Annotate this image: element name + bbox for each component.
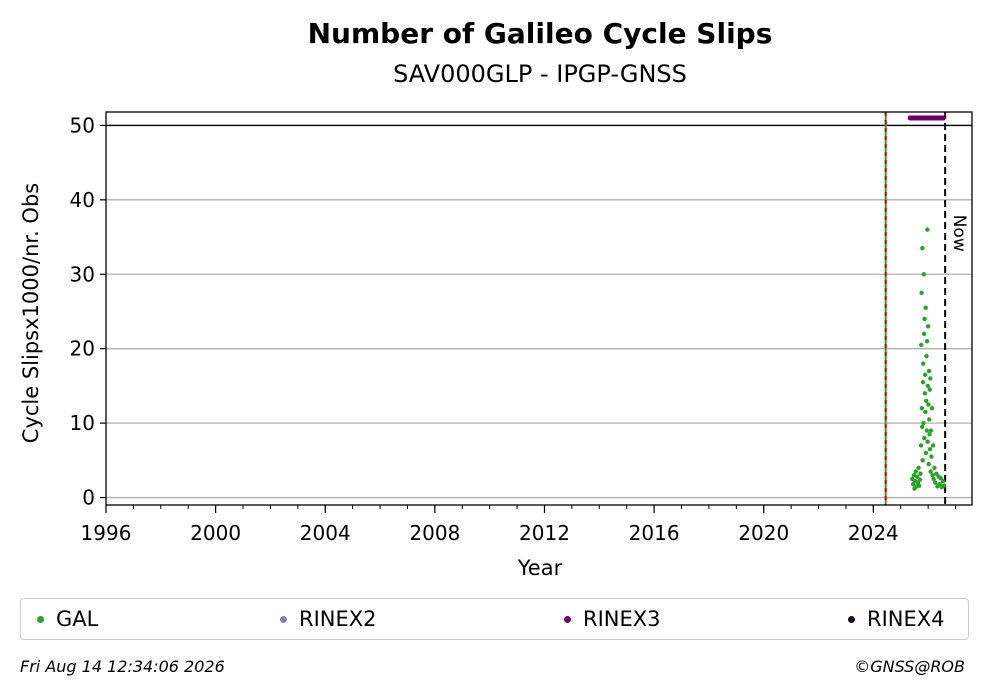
- data-point-gal: [928, 428, 934, 433]
- data-point-gal: [928, 469, 933, 474]
- data-point-gal: [940, 478, 946, 484]
- y-tick-label: 20: [70, 337, 95, 361]
- chart-subtitle: SAV000GLP - IPGP-GNSS: [393, 60, 687, 88]
- now-label: Now: [949, 215, 969, 252]
- data-point-rinex3: [929, 115, 935, 121]
- legend-label-rinex3: RINEX3: [583, 607, 661, 631]
- data-point-gal: [913, 469, 919, 474]
- legend-item-rinex2: RINEX2: [280, 599, 377, 639]
- data-point-gal: [922, 435, 927, 441]
- data-point-gal: [924, 398, 929, 403]
- legend-label-gal: GAL: [56, 607, 99, 631]
- data-point-gal: [921, 361, 926, 366]
- y-tick-label: 40: [70, 188, 95, 212]
- data-point-gal: [919, 424, 925, 430]
- legend-label-rinex4: RINEX4: [867, 607, 945, 631]
- data-point-gal: [916, 465, 921, 470]
- data-point-gal: [929, 406, 935, 411]
- data-point-gal: [933, 480, 938, 485]
- y-tick-label: 10: [70, 411, 95, 435]
- plot-area: 0 10 20 30 40 50 1996 2000 2004 2008 2012 2016 2020 2…: [70, 111, 973, 545]
- data-point-gal: [921, 420, 926, 426]
- data-point-gal: [923, 450, 929, 456]
- data-point-rinex3: [918, 115, 924, 121]
- y-tick-label: 50: [70, 113, 95, 137]
- legend: GAL RINEX2 RINEX3 RINEX4: [20, 598, 969, 640]
- data-point-gal: [920, 246, 925, 251]
- data-point-gal: [924, 353, 929, 359]
- x-tick-label: 2016: [629, 521, 680, 545]
- data-point-gal: [927, 446, 933, 452]
- data-point-gal: [923, 409, 928, 415]
- data-point-gal: [925, 227, 930, 232]
- data-point-gal: [924, 339, 930, 344]
- data-point-rinex3: [935, 115, 941, 121]
- footer-timestamp: Fri Aug 14 12:34:06 2026: [20, 657, 225, 676]
- data-point-gal: [910, 476, 915, 482]
- data-point-gal: [914, 474, 920, 479]
- legend-item-rinex4: RINEX4: [848, 599, 945, 639]
- data-point-gal: [931, 476, 936, 482]
- x-tick-label: 2000: [190, 521, 241, 545]
- legend-marker-gal: [37, 615, 44, 623]
- data-point-gal: [926, 402, 931, 407]
- data-point-gal: [922, 372, 928, 377]
- x-axis-label: Year: [517, 556, 563, 580]
- data-point-gal: [929, 454, 934, 459]
- y-axis-label: Cycle Slipsx1000/nr. Obs: [19, 183, 43, 443]
- data-point-rinex3: [940, 115, 946, 121]
- data-point-rinex3: [924, 115, 930, 121]
- data-point-gal: [926, 368, 932, 374]
- data-point-gal: [921, 331, 927, 337]
- x-tick-label: 1996: [81, 521, 132, 545]
- data-point-gal: [930, 443, 936, 448]
- data-point-gal: [930, 473, 935, 478]
- data-point-gal: [925, 439, 930, 444]
- data-point-gal: [919, 342, 924, 348]
- x-tick-label: 2012: [519, 521, 570, 545]
- data-point-gal: [926, 461, 931, 467]
- data-point-gal: [916, 483, 922, 488]
- legend-marker-rinex2: [280, 615, 287, 623]
- x-tick-label: 2024: [848, 521, 899, 545]
- data-point-gal: [925, 383, 931, 389]
- data-point-gal: [941, 483, 947, 488]
- data-point-gal: [932, 465, 937, 470]
- plot-frame: [105, 111, 973, 506]
- data-point-gal: [917, 477, 923, 482]
- data-point-gal: [927, 387, 932, 392]
- data-point-gal: [918, 471, 923, 476]
- data-point-gal: [922, 391, 928, 396]
- data-point-gal: [921, 272, 926, 277]
- y-tick-label: 30: [70, 262, 95, 286]
- data-point-gal: [920, 379, 926, 385]
- legend-marker-rinex4: [848, 615, 855, 623]
- data-point-rinex3: [913, 115, 919, 121]
- data-point-gal: [923, 305, 928, 310]
- data-point-gal: [922, 316, 927, 322]
- data-point-gal: [925, 324, 931, 329]
- data-point-gal: [919, 406, 925, 411]
- data-point-gal: [928, 376, 933, 381]
- footer-credit: ©GNSS@ROB: [854, 657, 965, 676]
- legend-item-rinex3: RINEX3: [564, 599, 661, 639]
- data-point-gal: [920, 458, 925, 463]
- legend-label-rinex2: RINEX2: [299, 607, 377, 631]
- x-tick-label: 2008: [409, 521, 460, 545]
- y-tick-label: 0: [82, 486, 95, 510]
- chart-title: Number of Galileo Cycle Slips: [308, 17, 773, 50]
- x-tick-label: 2020: [738, 521, 789, 545]
- data-point-gal: [927, 417, 932, 422]
- data-point-gal: [911, 473, 917, 478]
- legend-marker-rinex3: [564, 615, 571, 623]
- data-point-gal: [924, 428, 929, 433]
- x-tick-label: 2004: [300, 521, 351, 545]
- data-point-gal: [918, 443, 924, 448]
- legend-item-gal: GAL: [37, 599, 98, 639]
- data-point-rinex3: [907, 115, 913, 121]
- data-point-gal: [919, 290, 924, 296]
- data-point-gal: [927, 432, 932, 437]
